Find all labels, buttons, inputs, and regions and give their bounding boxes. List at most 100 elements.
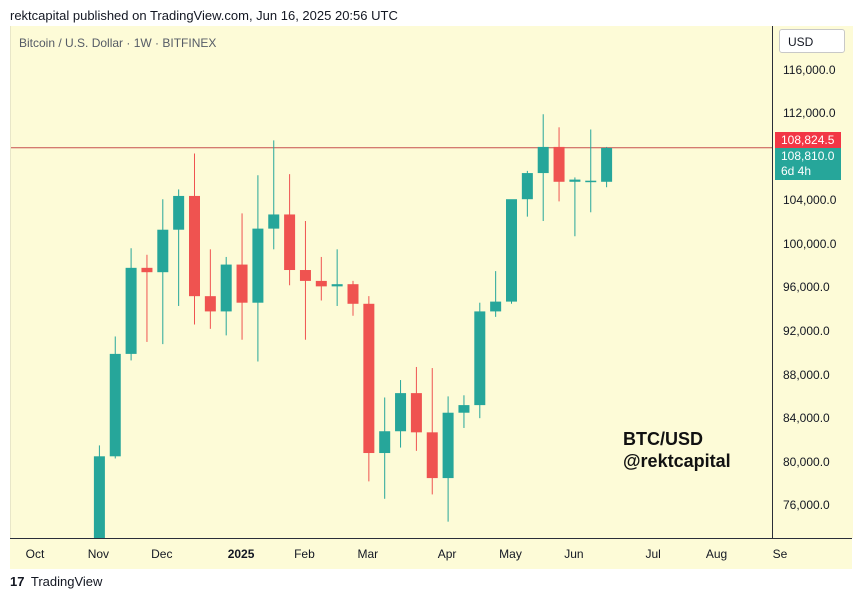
time-tick-label: Mar xyxy=(357,547,379,561)
candle-body xyxy=(315,280,327,287)
time-tick-label: Oct xyxy=(25,547,45,561)
candle xyxy=(252,175,264,362)
candle xyxy=(537,114,549,221)
watermark-line1: BTC/USD xyxy=(623,429,703,449)
time-tick-label: Jul xyxy=(645,547,661,561)
candlestick-plot xyxy=(11,114,773,538)
candle-body xyxy=(204,296,216,312)
price-tick-label: 76,000.0 xyxy=(783,498,830,513)
candle xyxy=(141,254,153,342)
watermark-line2: @rektcapital xyxy=(623,451,731,471)
candle-body xyxy=(299,270,311,281)
candle-body xyxy=(284,214,296,271)
candle-body xyxy=(490,301,502,312)
bar-countdown: 6d 4h xyxy=(781,163,812,178)
candle-body xyxy=(521,173,533,200)
candle xyxy=(458,395,470,428)
candle-body xyxy=(220,264,232,312)
candle xyxy=(236,213,248,340)
footer-brand-text: TradingView xyxy=(30,574,103,589)
candle-body xyxy=(395,393,407,432)
candle xyxy=(585,129,597,213)
candle xyxy=(426,368,438,495)
candle-body xyxy=(173,195,185,230)
time-axis[interactable]: Oct Nov Dec 2025 Feb Mar Apr May Jun Jul Aug Se xyxy=(10,538,852,569)
candle-body xyxy=(157,229,169,273)
currency-button[interactable]: USD xyxy=(779,29,845,53)
price-tick-label: 116,000.0 xyxy=(783,62,836,77)
price-tick-label: 88,000.0 xyxy=(783,367,830,382)
candle xyxy=(220,256,232,336)
candle-body xyxy=(458,405,470,413)
candle-body xyxy=(506,199,517,302)
candle xyxy=(379,397,391,499)
candle xyxy=(395,380,407,448)
time-tick-label: Se xyxy=(772,547,788,561)
candle xyxy=(315,256,327,301)
candle-body xyxy=(585,180,597,183)
candle-body xyxy=(363,303,375,454)
time-tick-label: Jun xyxy=(564,547,584,561)
last-price-label: 108,810.0 6d 4h xyxy=(775,147,841,180)
candle xyxy=(189,153,200,325)
price-tick-label: 112,000.0 xyxy=(783,106,836,121)
candle-body xyxy=(252,228,264,303)
candle-body xyxy=(236,264,248,303)
candle xyxy=(93,445,105,538)
candle xyxy=(157,199,169,345)
time-tick-label: 2025 xyxy=(227,547,255,561)
symbol-title: Bitcoin / U.S. Dollar · 1W · BITFINEX xyxy=(19,36,217,50)
candle-body xyxy=(141,267,153,273)
candle xyxy=(474,302,486,419)
candle xyxy=(331,249,343,306)
tradingview-logo-icon: 17 xyxy=(10,574,25,589)
candle xyxy=(299,220,311,340)
candle-body xyxy=(537,146,549,174)
candle xyxy=(268,140,280,250)
candle xyxy=(109,336,121,459)
candle xyxy=(553,127,565,202)
candle xyxy=(347,280,359,316)
candle-body xyxy=(379,431,391,454)
candle xyxy=(125,248,137,361)
candle-body xyxy=(189,195,200,297)
candle-body xyxy=(331,284,343,287)
candle-body xyxy=(268,214,280,229)
candle xyxy=(284,174,296,286)
candle-body xyxy=(125,267,137,354)
candle-body xyxy=(553,146,565,182)
candle-body xyxy=(442,412,454,479)
price-tick-label: 96,000.0 xyxy=(783,280,830,295)
candle xyxy=(521,170,533,217)
publisher-line: rektcapital published on TradingView.com… xyxy=(10,8,398,23)
candle-body xyxy=(410,393,422,433)
candle-body xyxy=(93,456,105,538)
time-tick-label: Nov xyxy=(87,547,110,561)
price-tick-label: 84,000.0 xyxy=(783,411,830,426)
candle xyxy=(204,249,216,329)
price-tick-label: 80,000.0 xyxy=(783,454,830,469)
price-tick-label: 100,000.0 xyxy=(783,236,837,251)
candle xyxy=(442,396,454,522)
price-tick-label: 104,000.0 xyxy=(783,193,837,208)
price-axis[interactable]: USD 116,000.0 112,000.0 104,000.0 100,000.0… xyxy=(772,26,853,538)
time-tick-label: Feb xyxy=(294,547,315,561)
candle xyxy=(601,146,613,188)
price-tick-label: 92,000.0 xyxy=(783,324,830,339)
time-tick-label: Apr xyxy=(437,547,457,561)
watermark: BTC/USD @rektcapital xyxy=(623,428,731,472)
candle-body xyxy=(347,284,359,304)
last-price-value: 108,810.0 xyxy=(781,148,835,163)
chart-pane[interactable]: Bitcoin / U.S. Dollar · 1W · BITFINEX BT… xyxy=(10,26,773,538)
candle-body xyxy=(569,179,581,182)
footer-brand[interactable]: 17 TradingView xyxy=(10,574,102,589)
candle-body xyxy=(426,432,438,479)
candle xyxy=(569,177,581,237)
time-tick-label: May xyxy=(499,547,522,561)
candle xyxy=(410,366,422,451)
time-tick-label: Aug xyxy=(705,547,728,561)
candle-body xyxy=(474,311,486,406)
time-tick-label: Dec xyxy=(151,547,173,561)
candle-body xyxy=(601,147,613,182)
candle xyxy=(506,199,517,304)
